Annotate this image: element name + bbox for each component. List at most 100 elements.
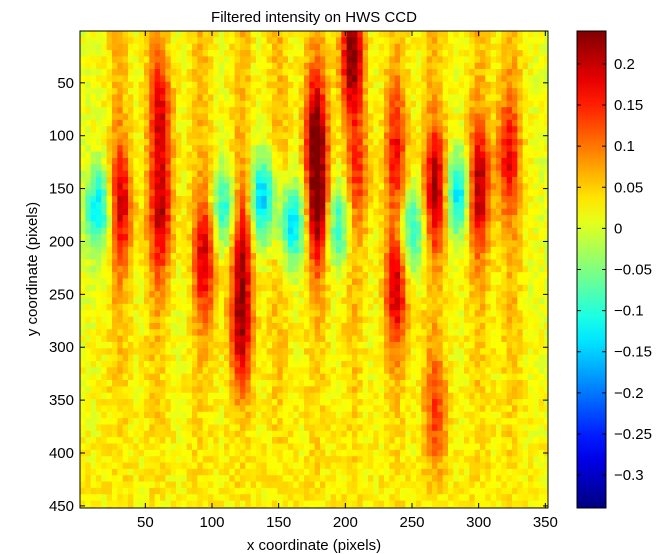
heatmap-cell <box>144 227 150 235</box>
heatmap-cell <box>176 456 182 464</box>
heatmap-cell <box>197 75 204 83</box>
heatmap-cell <box>405 189 412 197</box>
heatmap-cell <box>202 132 209 140</box>
heatmap-cell <box>208 31 214 38</box>
heatmap-cell <box>341 234 348 242</box>
heatmap-cell <box>277 132 284 140</box>
heatmap-cell <box>144 221 150 229</box>
heatmap-cell <box>80 506 86 508</box>
heatmap-cell <box>336 443 342 451</box>
heatmap-cell <box>368 373 374 381</box>
heatmap-cell <box>282 75 289 83</box>
heatmap-cell <box>122 202 129 210</box>
heatmap-cell <box>154 132 161 140</box>
heatmap-cell <box>410 329 417 337</box>
heatmap-cell <box>293 132 300 140</box>
heatmap-cell <box>357 145 364 153</box>
heatmap-cell <box>186 354 193 362</box>
heatmap-cell <box>421 145 428 153</box>
heatmap-cell <box>352 367 358 375</box>
heatmap-cell <box>128 443 134 451</box>
heatmap-cell <box>85 392 92 400</box>
heatmap-cell <box>389 297 396 305</box>
heatmap-cell <box>181 335 188 343</box>
heatmap-cell <box>138 107 145 115</box>
heatmap-cell <box>352 456 358 464</box>
heatmap-cell <box>229 335 236 343</box>
heatmap-cell <box>106 246 113 254</box>
heatmap-cell <box>250 221 257 229</box>
heatmap-cell <box>192 468 198 476</box>
heatmap-cell <box>261 360 268 368</box>
heatmap-cell <box>320 405 326 413</box>
heatmap-cell <box>384 119 390 127</box>
heatmap-cell <box>416 399 422 407</box>
heatmap-cell <box>416 367 422 375</box>
heatmap-cell <box>165 468 172 476</box>
heatmap-cell <box>400 456 406 464</box>
heatmap-cell <box>314 145 321 153</box>
heatmap-cell <box>213 208 220 216</box>
heatmap-cell <box>373 291 380 299</box>
heatmap-cell <box>122 272 129 280</box>
heatmap-cell <box>154 195 161 203</box>
heatmap-cell <box>288 221 294 229</box>
heatmap-cell <box>138 221 145 229</box>
heatmap-cell <box>234 367 241 375</box>
heatmap-cell <box>144 265 150 273</box>
heatmap-cell <box>288 475 294 483</box>
heatmap-cell <box>314 138 321 146</box>
heatmap-cell <box>314 468 321 476</box>
heatmap-cell <box>224 481 230 489</box>
heatmap-cell <box>389 215 396 222</box>
heatmap-cell <box>90 265 97 273</box>
heatmap-cell <box>181 411 188 419</box>
heatmap-cell <box>293 170 300 178</box>
heatmap-cell <box>160 50 166 57</box>
heatmap-cell <box>400 399 406 407</box>
heatmap-cell <box>309 157 316 165</box>
heatmap-cell <box>314 88 321 96</box>
heatmap-cell <box>224 107 230 115</box>
heatmap-cell <box>336 341 342 349</box>
heatmap-cell <box>192 107 198 115</box>
heatmap-cell <box>224 157 230 165</box>
heatmap-cell <box>272 56 278 64</box>
heatmap-cell <box>149 81 156 89</box>
heatmap-cell <box>165 399 172 407</box>
heatmap-cell <box>117 183 124 191</box>
heatmap-cell <box>250 189 257 197</box>
heatmap-cell <box>197 348 204 356</box>
heatmap-cell <box>373 367 380 375</box>
heatmap-cell <box>325 265 332 273</box>
heatmap-cell <box>154 265 161 273</box>
heatmap-cell <box>266 443 273 451</box>
heatmap-cell <box>256 380 262 387</box>
heatmap-cell <box>90 75 97 83</box>
heatmap-cell <box>213 278 220 286</box>
heatmap-cell <box>138 126 145 134</box>
heatmap-cell <box>320 126 326 134</box>
heatmap-cell <box>240 183 246 191</box>
heatmap-cell <box>234 100 241 108</box>
heatmap-cell <box>197 227 204 235</box>
heatmap-cell <box>405 227 412 235</box>
heatmap-cell <box>314 405 321 413</box>
heatmap-cell <box>309 221 316 229</box>
heatmap-cell <box>256 234 262 242</box>
heatmap-cell <box>272 462 278 470</box>
heatmap-cell <box>410 348 417 356</box>
heatmap-cell <box>421 50 428 57</box>
heatmap-cell <box>202 69 209 77</box>
heatmap-cell <box>250 297 257 305</box>
heatmap-cell <box>378 37 385 45</box>
heatmap-cell <box>384 164 390 172</box>
heatmap-cell <box>192 386 198 394</box>
heatmap-cell <box>234 215 241 222</box>
heatmap-cell <box>389 500 396 508</box>
heatmap-cell <box>154 322 161 330</box>
heatmap-cell <box>373 94 380 102</box>
heatmap-cell <box>218 43 225 51</box>
heatmap-cell <box>138 468 145 476</box>
heatmap-cell <box>117 297 124 305</box>
